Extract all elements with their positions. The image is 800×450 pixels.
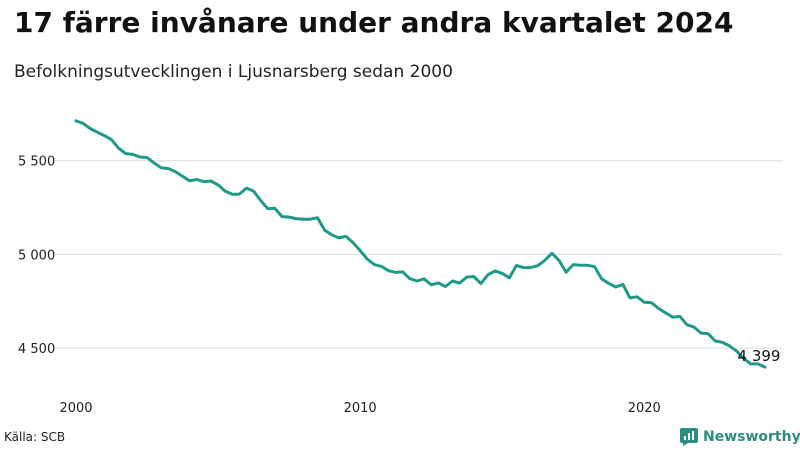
brand-name: Newsworthy [703, 429, 800, 445]
series-layer [74, 119, 767, 369]
chart-title: 17 färre invånare under andra kvartalet … [14, 6, 734, 39]
end-label-layer: 4 399 [738, 347, 781, 365]
gridlines [55, 160, 782, 349]
x-tick-label: 2000 [59, 401, 92, 416]
source-note: Källa: SCB [4, 430, 66, 444]
chart-subtitle: Befolkningsutvecklingen i Ljusnarsberg s… [14, 62, 453, 82]
brand-logo: Newsworthy [680, 428, 800, 446]
newsworthy-logo-icon [680, 428, 698, 446]
y-tick-label: 4 500 [18, 342, 55, 357]
y-tick-label: 5 500 [18, 155, 55, 170]
x-axis-ticks: 2000 2010 2020 [59, 401, 660, 416]
end-value-label: 4 399 [738, 347, 781, 365]
y-axis-ticks: 4 500 5 000 5 500 [18, 155, 55, 357]
x-tick-label: 2010 [344, 401, 377, 416]
y-tick-label: 5 000 [18, 248, 55, 263]
x-tick-label: 2020 [628, 401, 661, 416]
series-line [74, 119, 767, 369]
